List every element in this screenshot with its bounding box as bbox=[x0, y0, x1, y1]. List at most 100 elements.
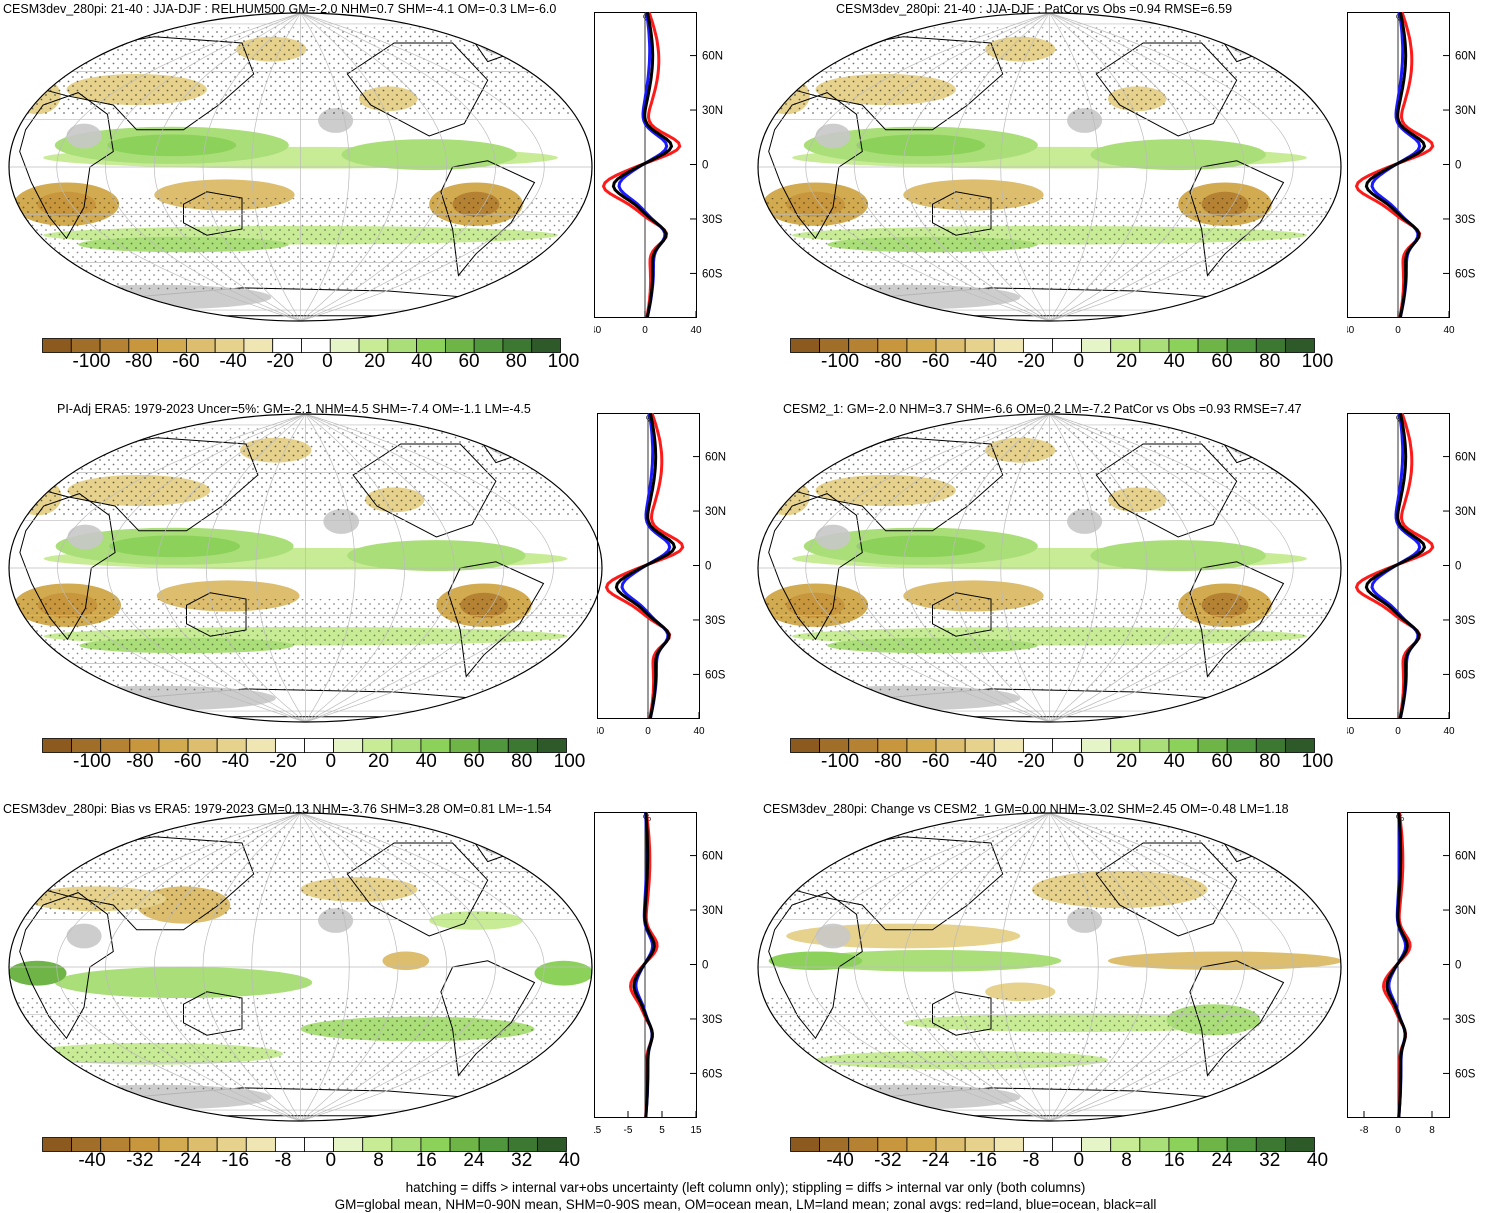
lat-tick-label: 30S bbox=[1455, 1014, 1476, 1026]
x-tick-label: 40 bbox=[693, 726, 705, 737]
colorbar-tick-label: 60 bbox=[458, 351, 480, 372]
zonal-curve bbox=[611, 12, 674, 318]
map bbox=[757, 12, 1342, 322]
panel-title: CESM3dev_280pi: Change vs CESM2_1 GM=0.0… bbox=[763, 802, 1289, 816]
colorbar-tick-label: 100 bbox=[547, 351, 580, 372]
x-tick-label: 0 bbox=[645, 726, 651, 737]
x-tick-label: 0 bbox=[642, 325, 648, 336]
colorbar-tick-label: 24 bbox=[463, 1150, 485, 1171]
x-tick-label: 40 bbox=[690, 325, 702, 336]
lat-tick-label: 60S bbox=[1455, 669, 1476, 681]
field-anomaly-region bbox=[429, 911, 523, 930]
colorbar-tick-label: -40 bbox=[826, 1150, 854, 1171]
colorbar-tick-label: -40 bbox=[221, 751, 250, 772]
lat-tick-label: 30S bbox=[702, 1014, 723, 1026]
x-tick-label: 8 bbox=[1429, 1125, 1435, 1136]
lat-tick-label: 60N bbox=[1455, 51, 1476, 63]
lat-tick-label: 0 bbox=[1455, 960, 1461, 972]
panel-title: CESM3dev_280pi: Bias vs ERA5: 1979-2023 … bbox=[3, 802, 552, 816]
colorbar-tick-label: 80 bbox=[511, 751, 533, 772]
colorbar-tick-label: -20 bbox=[266, 351, 294, 372]
lat-tick-label: 60S bbox=[1455, 1068, 1476, 1080]
colorbar-tick-label: 60 bbox=[1211, 751, 1233, 772]
colorbar-tick-label: -80 bbox=[126, 751, 154, 772]
lat-tick-label: 30S bbox=[1455, 214, 1476, 226]
x-tick-label: 0 bbox=[1395, 1125, 1401, 1136]
colorbar-tick-label: 20 bbox=[364, 351, 386, 372]
footer-line-1: hatching = diffs > internal var+obs unce… bbox=[405, 1180, 1086, 1195]
colorbar-tick-label: 100 bbox=[1301, 351, 1334, 372]
field-anomaly-region bbox=[9, 960, 67, 986]
colorbar-labels: -100 -80 -60 -40 -20 0 20 40 60 80 100 bbox=[790, 351, 1333, 373]
colorbar-tick-label: -8 bbox=[1022, 1150, 1040, 1171]
colorbar-tick-label: 0 bbox=[325, 1150, 337, 1171]
zonal-curve bbox=[1364, 413, 1427, 719]
map bbox=[757, 812, 1342, 1122]
colorbar-tick-label: 60 bbox=[1211, 351, 1233, 372]
colorbar-tick-label: 0 bbox=[1073, 751, 1085, 772]
field-anomaly-region bbox=[856, 535, 986, 558]
panel-title: CESM2_1: GM=-2.0 NHM=3.7 SHM=-6.6 OM=0.2… bbox=[783, 402, 1302, 416]
colorbar-tick-label: -20 bbox=[1017, 751, 1045, 772]
colorbar-tick-label: -60 bbox=[172, 351, 200, 372]
field-anomaly-region bbox=[1090, 139, 1266, 171]
colorbar-tick-label: -60 bbox=[921, 751, 950, 772]
colorbar-tick-label: 80 bbox=[1259, 351, 1281, 372]
x-tick-label: 5 bbox=[659, 1125, 665, 1136]
lat-tick-label: 30S bbox=[705, 615, 726, 627]
colorbar-labels: -40 -32 -24 -16 -8 0 8 16 24 32 40 bbox=[790, 1150, 1328, 1172]
colorbar-tick-label: -80 bbox=[874, 351, 902, 372]
colorbar-tick-label: -100 bbox=[821, 751, 860, 772]
x-tick-label: 0 bbox=[1395, 726, 1401, 737]
map bbox=[757, 413, 1342, 723]
colorbar-tick-label: 20 bbox=[1115, 751, 1138, 772]
x-tick-label: -5 bbox=[624, 1125, 633, 1136]
lat-tick-label: 30N bbox=[705, 506, 726, 518]
colorbar-labels: -100 -80 -60 -40 -20 0 20 40 60 80 100 bbox=[42, 351, 579, 373]
lat-tick-label: 30N bbox=[1455, 506, 1476, 518]
colorbar-tick-label: -16 bbox=[221, 1150, 250, 1171]
colorbar-tick-label: 16 bbox=[1163, 1150, 1185, 1171]
colorbar-tick-label: -100 bbox=[821, 351, 860, 372]
colorbar-tick-label: 16 bbox=[415, 1150, 437, 1171]
colorbar-tick-label: 20 bbox=[367, 751, 390, 772]
field-anomaly-region bbox=[534, 960, 592, 986]
colorbar-tick-label: 24 bbox=[1211, 1150, 1233, 1171]
colorbar-tick-label: -80 bbox=[124, 351, 153, 372]
x-tick-label: -40 bbox=[1347, 726, 1355, 737]
colorbar bbox=[790, 738, 1315, 753]
colorbar-tick-label: 0 bbox=[1073, 351, 1085, 372]
lat-tick-label: 30S bbox=[702, 214, 723, 226]
lat-tick-label: 30N bbox=[1455, 905, 1476, 917]
field-anomaly-region bbox=[768, 951, 863, 971]
lat-tick-label: 60S bbox=[702, 1068, 723, 1080]
field-anomaly-region bbox=[1090, 540, 1266, 572]
colorbar-tick-label: -100 bbox=[72, 351, 111, 372]
colorbar-tick-label: 40 bbox=[1163, 751, 1185, 772]
colorbar bbox=[790, 1137, 1315, 1152]
zonal-curve bbox=[614, 413, 677, 719]
colorbar bbox=[42, 338, 561, 353]
lat-tick-label: 30S bbox=[1455, 615, 1476, 627]
x-tick-label: -8 bbox=[1360, 1125, 1369, 1136]
field-anomaly-region bbox=[107, 134, 237, 157]
colorbar-tick-label: -20 bbox=[1017, 351, 1045, 372]
field-anomaly-region bbox=[382, 951, 430, 971]
colorbar-swatch bbox=[531, 338, 561, 353]
lat-tick-label: 0 bbox=[705, 561, 711, 573]
colorbar-tick-label: -40 bbox=[969, 351, 998, 372]
colorbar-tick-label: 0 bbox=[325, 751, 337, 772]
map bbox=[8, 12, 593, 322]
colorbar-tick-label: 40 bbox=[1163, 351, 1185, 372]
field-anomaly-region bbox=[109, 535, 241, 558]
x-tick-label: 15 bbox=[690, 1125, 702, 1136]
footer-line-2: GM=global mean, NHM=0-90N mean, SHM=0-90… bbox=[334, 1197, 1157, 1212]
colorbar-tick-label: 100 bbox=[1301, 751, 1334, 772]
colorbar-tick-label: 40 bbox=[558, 1150, 581, 1171]
colorbar-tick-label: -16 bbox=[969, 1150, 998, 1171]
zonal-curve bbox=[1364, 12, 1427, 318]
x-tick-label: -40 bbox=[597, 726, 605, 737]
